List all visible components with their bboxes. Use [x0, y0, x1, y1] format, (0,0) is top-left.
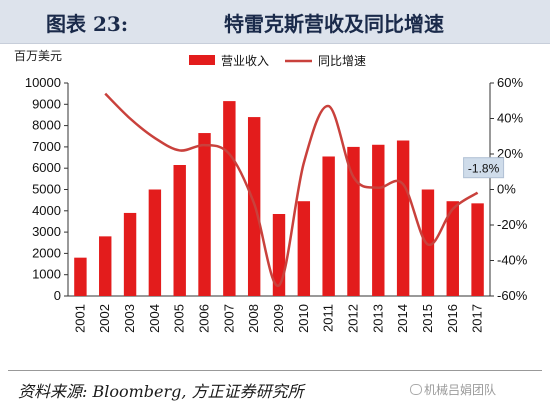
x-tick-label: 2003	[122, 304, 137, 333]
bar-revenue	[372, 144, 385, 296]
right-tick-label: 60%	[497, 75, 523, 90]
x-tick-label: 2002	[97, 304, 112, 333]
left-axis-unit-label: 百万美元	[14, 49, 63, 63]
x-tick-label: 2017	[470, 304, 485, 333]
x-tick-label: 2005	[172, 304, 187, 333]
x-tick-label: 2012	[345, 304, 360, 333]
right-tick-label: 40%	[497, 111, 523, 126]
x-tick-label: 2014	[395, 304, 410, 333]
annotation-box	[463, 157, 505, 179]
bar-revenue	[421, 189, 435, 296]
x-tick-label: 2013	[370, 304, 385, 333]
bar-revenue	[322, 156, 335, 296]
left-tick-label: 2000	[32, 245, 61, 260]
left-tick-label: 9000	[32, 96, 61, 111]
left-tick-label: 6000	[32, 160, 61, 175]
bar-revenue	[148, 189, 162, 296]
bar-revenue	[74, 257, 87, 296]
bar-revenue	[471, 203, 484, 296]
x-tick-label: 2006	[197, 304, 212, 333]
bar-revenue	[347, 146, 360, 296]
x-tick-label: 2011	[321, 304, 336, 332]
source-note: 资料来源: Bloomberg, 方正证券研究所	[18, 382, 304, 401]
x-tick-label: 2001	[72, 304, 87, 333]
left-tick-label: 0	[54, 288, 61, 303]
legend-bar-swatch	[189, 55, 215, 65]
left-tick-label: 5000	[32, 182, 61, 197]
bar-revenue	[198, 133, 211, 296]
x-tick-label: 2004	[147, 304, 162, 333]
bar-revenue	[297, 201, 311, 296]
legend-bar-label: 营业收入	[221, 54, 269, 68]
x-tick-label: 2016	[445, 304, 460, 333]
left-tick-label: 1000	[32, 267, 61, 282]
left-tick-label: 4000	[32, 203, 61, 218]
left-tick-label: 3000	[32, 224, 61, 239]
watermark-text: 机械吕娟团队	[424, 383, 497, 397]
x-tick-label: 2009	[271, 304, 286, 333]
growth-line	[104, 92, 479, 287]
figure-header: 图表 23: 特雷克斯营收及同比增速	[0, 0, 550, 44]
combo-chart: 0 1000 2000 3000 4000 5000 6000 7000 8000 9000 100…	[25, 54, 528, 333]
right-tick-label: -60%	[497, 288, 528, 303]
right-tick-label: 0%	[497, 182, 516, 197]
bar-revenue	[396, 140, 410, 296]
left-tick-label: 10000	[25, 75, 61, 90]
legend-line-label: 同比增速	[318, 54, 366, 68]
left-tick-label: 7000	[32, 139, 61, 154]
left-tick-label: 8000	[32, 118, 61, 133]
x-tick-label: 2008	[246, 304, 261, 333]
x-tick-label: 2010	[296, 304, 311, 333]
figure-title: 特雷克斯营收及同比增速	[224, 12, 444, 36]
annotation-label: -1.8%	[468, 162, 500, 176]
bar-revenue	[99, 236, 112, 296]
bar-revenue	[123, 212, 137, 296]
bar-revenue	[223, 101, 236, 296]
x-tick-label: 2015	[420, 304, 435, 333]
right-tick-label: -20%	[497, 217, 528, 232]
x-tick-label: 2007	[221, 304, 236, 333]
bar-revenue	[446, 201, 459, 296]
right-tick-label: -40%	[497, 253, 528, 268]
wechat-icon	[410, 384, 422, 395]
footer-divider	[8, 370, 542, 371]
bar-revenue	[173, 165, 186, 296]
figure-number: 图表 23:	[46, 12, 129, 36]
